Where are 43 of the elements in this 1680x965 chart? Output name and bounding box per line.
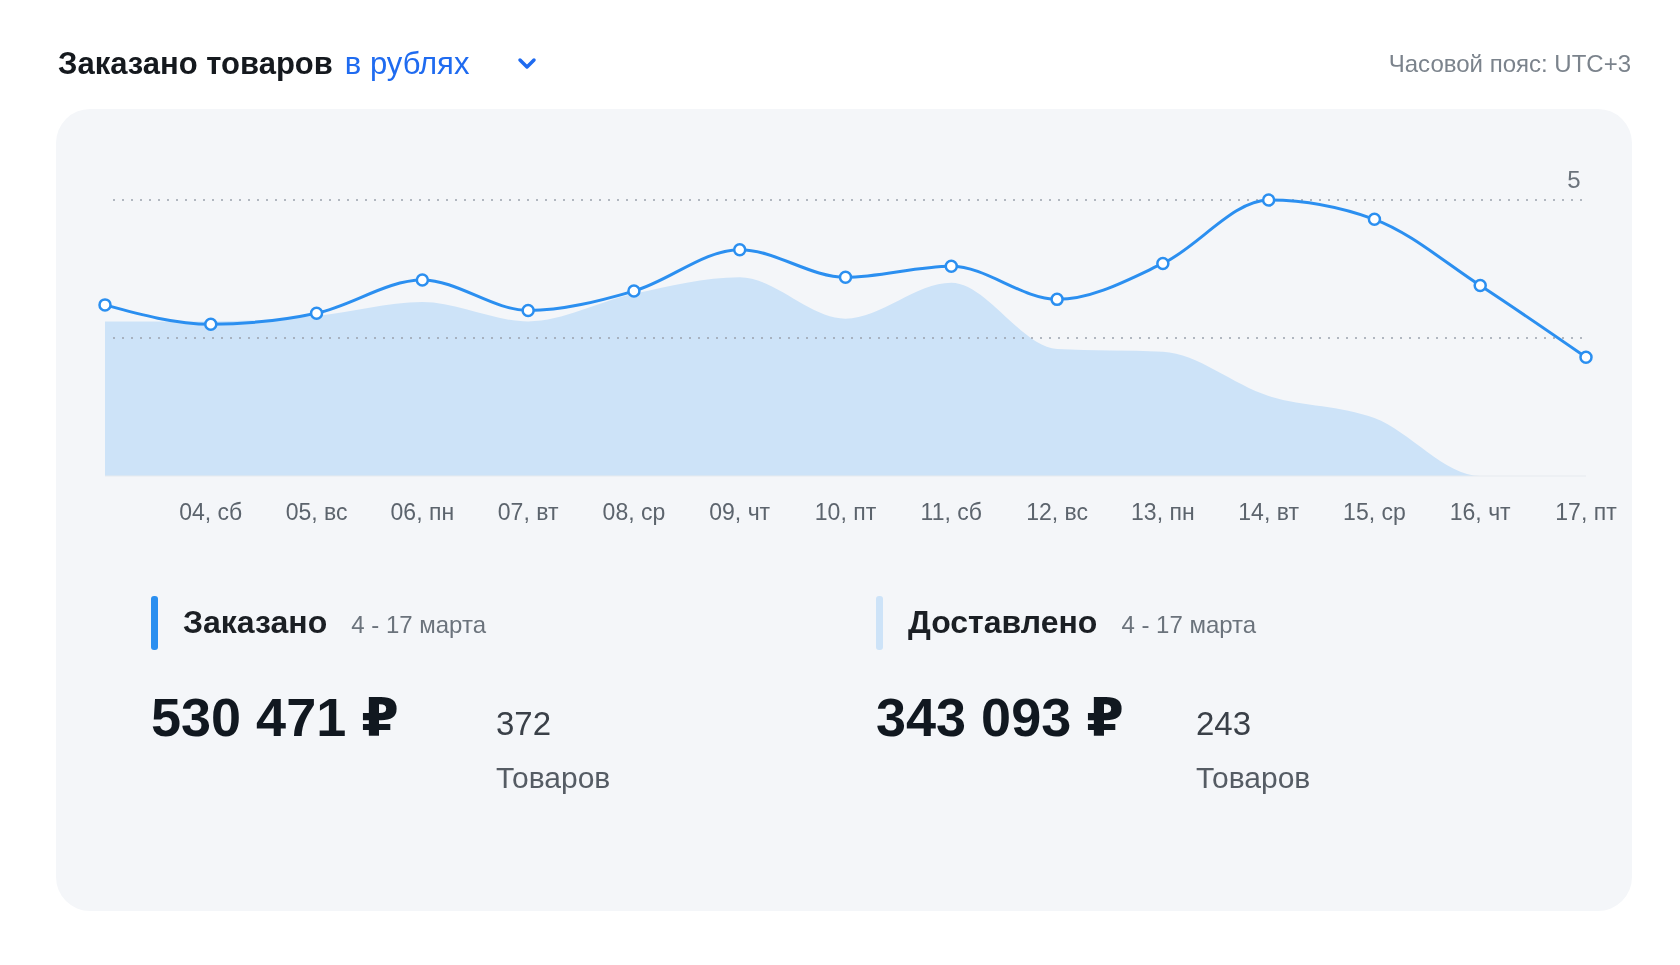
legend-label: Заказано — [183, 604, 328, 640]
text: Товаров — [1196, 761, 1311, 794]
x-tick-label: 04, сб — [179, 499, 243, 525]
x-tick-label: 06, пн — [390, 499, 455, 525]
text: 5 — [1567, 166, 1581, 193]
x-tick-label: 05, вс — [285, 499, 348, 525]
x-tick-label: 13, пн — [1131, 499, 1195, 525]
x-tick-label: 09, чт — [709, 499, 771, 525]
x-tick-label: 08, ср — [602, 499, 666, 525]
text: 372 — [496, 705, 552, 742]
point — [838, 270, 853, 285]
point — [415, 273, 430, 287]
point — [732, 242, 747, 257]
point — [1579, 350, 1593, 365]
point — [1473, 278, 1487, 293]
point — [521, 303, 535, 318]
point — [204, 317, 218, 331]
x-tick-label: 10, пт — [814, 499, 877, 525]
text: 530 471 ₽ — [151, 687, 399, 747]
text: 243 — [1196, 705, 1252, 742]
x-tick-label: 12, вс — [1026, 499, 1088, 525]
point — [1367, 212, 1382, 227]
point — [627, 284, 641, 298]
text: 4 - 17 марта — [1121, 611, 1257, 638]
legend-label: Доставлено — [908, 604, 1098, 640]
point — [1261, 193, 1276, 207]
text: Товаров — [496, 761, 611, 794]
point — [1050, 292, 1064, 307]
text: Часовой пояс: UTC+3 — [1388, 50, 1631, 77]
text: 343 093 ₽ — [876, 687, 1124, 747]
x-tick-label: 17, пт — [1555, 499, 1618, 525]
x-tick-label: 11, сб — [920, 499, 982, 525]
x-tick-label: 14, вт — [1238, 499, 1300, 525]
x-tick-label: 16, чт — [1449, 499, 1512, 525]
point — [1156, 256, 1170, 271]
point — [309, 306, 324, 320]
point — [98, 298, 112, 312]
x-tick-label: 07, вт — [497, 499, 559, 525]
point — [944, 259, 959, 273]
chart-title: Заказано товаров — [58, 46, 333, 81]
x-tick-label: 15, ср — [1343, 499, 1406, 525]
chart-subtitle: в рублях — [344, 46, 470, 81]
text: 4 - 17 марта — [351, 611, 487, 638]
